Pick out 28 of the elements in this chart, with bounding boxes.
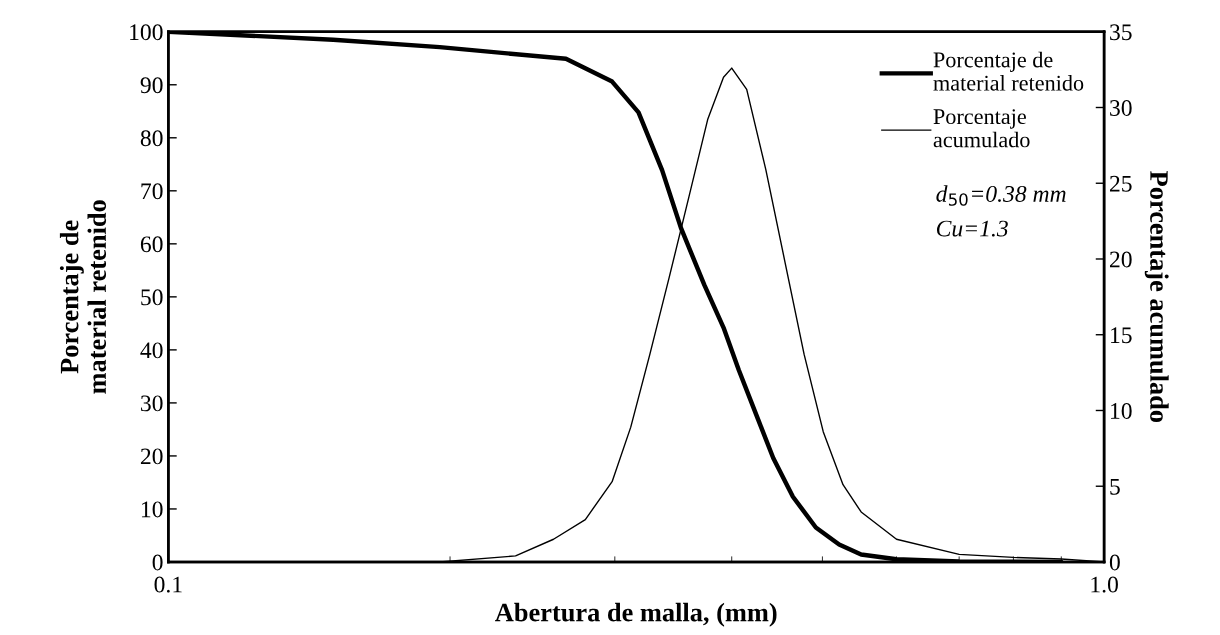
y-tick-label: 30: [141, 395, 163, 412]
y-tick-label: 80: [140, 130, 163, 147]
y-tick-label: 40: [140, 342, 163, 359]
x-tick-label: 0.1: [154, 576, 182, 593]
annotation: d$_{50}$=0.38 mm: [936, 185, 1066, 206]
y2-tick-label: 10: [1111, 402, 1132, 419]
y-axis-title: Porcentaje de material retenido: [59, 200, 107, 394]
annotation: Cu=1.3: [936, 220, 1008, 237]
y-tick-label: 10: [141, 501, 163, 518]
y2-tick-label: 25: [1110, 175, 1132, 192]
x-tick-label: 1.0: [1091, 576, 1118, 593]
y2-tick-label: 20: [1110, 251, 1132, 268]
y2-tick-label: 35: [1110, 24, 1132, 41]
y-tick-label: 20: [140, 448, 163, 465]
legend-label: Porcentaje de material retenido: [933, 51, 1084, 91]
legend-label: Porcentaje acumulado: [933, 109, 1030, 148]
y-tick-label: 90: [140, 77, 163, 94]
y-tick-label: 100: [130, 24, 163, 41]
y2-tick-label: 5: [1110, 478, 1120, 495]
y2-tick-label: 30: [1110, 99, 1132, 116]
y2-tick-label: 0: [1109, 554, 1120, 571]
y-tick-label: 60: [140, 236, 163, 253]
y2-tick-label: 15: [1111, 327, 1132, 344]
y-tick-label: 50: [141, 289, 163, 306]
y2-axis-title: Porcentaje acumulado: [1144, 171, 1169, 423]
x-axis-title: Abertura de malla, (mm): [495, 602, 777, 627]
y-tick-label: 70: [141, 183, 163, 200]
y-tick-label: 0: [152, 554, 163, 571]
